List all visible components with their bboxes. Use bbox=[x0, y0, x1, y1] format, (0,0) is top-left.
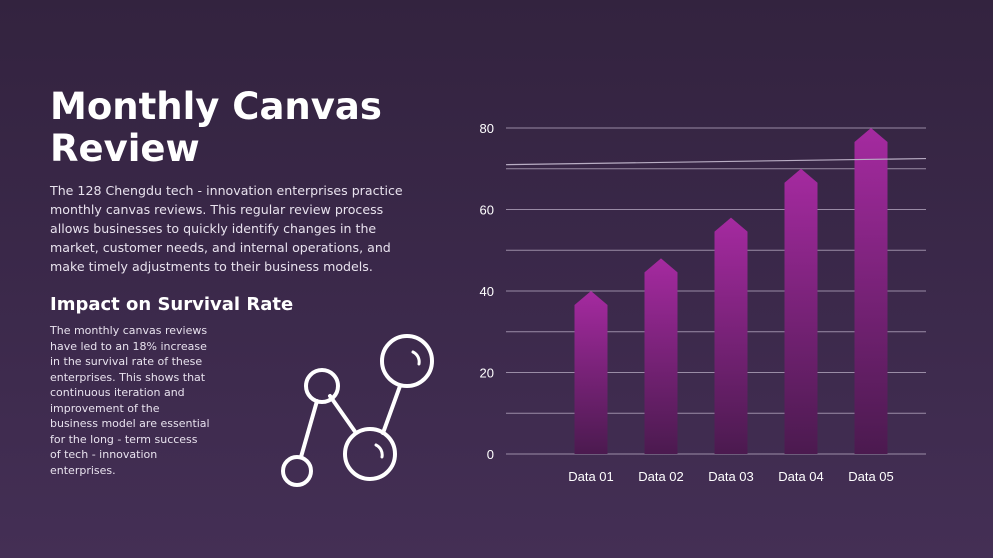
section-heading: Impact on Survival Rate bbox=[50, 294, 294, 315]
x-category-labels: Data 01 Data 02 Data 03 Data 04 Data 05 bbox=[568, 469, 894, 484]
y-tick-label: 60 bbox=[480, 203, 494, 218]
bar-data-04 bbox=[784, 168, 818, 454]
x-category-label: Data 04 bbox=[778, 469, 824, 484]
y-tick-label: 0 bbox=[487, 447, 494, 462]
x-category-label: Data 05 bbox=[848, 469, 894, 484]
bar-data-02 bbox=[644, 258, 678, 454]
y-tick-label: 80 bbox=[480, 121, 494, 136]
intro-paragraph: The 128 Chengdu tech - innovation enterp… bbox=[50, 183, 403, 274]
y-tick-label: 20 bbox=[480, 366, 494, 381]
y-tick-label: 40 bbox=[480, 284, 494, 299]
trendline bbox=[505, 157, 927, 166]
x-category-label: Data 03 bbox=[708, 469, 754, 484]
slide-title: Monthly Canvas Review bbox=[50, 85, 382, 170]
impact-paragraph: The monthly canvas reviews have led to a… bbox=[50, 324, 210, 477]
x-category-label: Data 02 bbox=[638, 469, 684, 484]
x-category-label: Data 01 bbox=[568, 469, 614, 484]
bar-data-01 bbox=[574, 291, 608, 454]
trendline-group bbox=[505, 157, 927, 166]
bar-data-05 bbox=[854, 128, 888, 454]
y-tick-labels: 0 20 40 60 80 bbox=[480, 121, 494, 462]
molecule-network-icon bbox=[281, 334, 434, 487]
bar-data-03 bbox=[714, 217, 748, 454]
bars bbox=[574, 128, 888, 454]
